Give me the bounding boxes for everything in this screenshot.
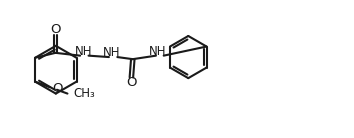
Text: O: O — [50, 23, 61, 36]
Text: NH: NH — [149, 45, 167, 58]
Text: O: O — [126, 76, 137, 89]
Text: NH: NH — [74, 45, 92, 58]
Text: O: O — [53, 82, 63, 95]
Text: NH: NH — [103, 46, 121, 59]
Text: CH₃: CH₃ — [74, 87, 96, 100]
